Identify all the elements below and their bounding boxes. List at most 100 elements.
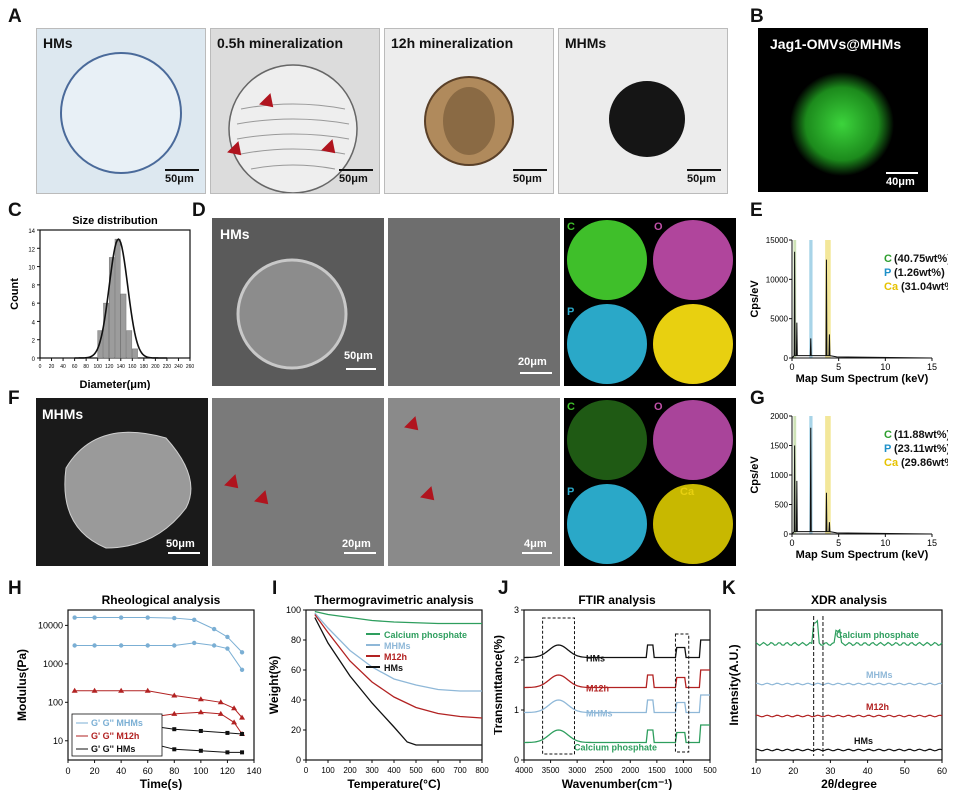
pattern-label: Calcium phosphate <box>836 630 919 640</box>
x-tick-label: 40 <box>116 766 126 776</box>
x-tick-label: 160 <box>128 364 137 370</box>
red-arrow-icon <box>224 474 244 494</box>
x-tick-label: 140 <box>117 364 126 370</box>
panel-letter-B: B <box>750 6 764 27</box>
y-tick-label: 2 <box>514 655 519 665</box>
x-tick-label: 80 <box>83 364 89 370</box>
x-tick-label: 100 <box>321 766 335 775</box>
fluorescent-microsphere <box>790 72 894 176</box>
legend-value: (29.86wt%) <box>901 457 948 469</box>
data-point <box>72 643 77 648</box>
data-point <box>92 615 97 620</box>
sem-mhms-overview: MHMs 50μm <box>36 398 208 566</box>
x-tick-label: 140 <box>246 766 261 776</box>
series-line <box>314 612 482 692</box>
scale-label: 40μm <box>886 176 915 188</box>
y-axis-label: Cps/eV <box>749 280 761 318</box>
data-point <box>231 719 238 725</box>
element-maps <box>567 400 733 564</box>
scale-bar <box>687 169 721 171</box>
x-tick-label: 180 <box>140 364 149 370</box>
data-point <box>198 728 203 733</box>
x-tick-label: 2000 <box>621 766 639 775</box>
data-point <box>239 667 245 673</box>
y-tick-label: 14 <box>28 229 35 235</box>
panel-letter-A: A <box>8 6 22 27</box>
data-point <box>171 710 178 716</box>
xrd-analysis-chart: XDR analysis 2θ/degree Intensity(A.U.) 10 20… <box>727 593 947 790</box>
chart-title: FTIR analysis <box>578 593 656 607</box>
data-point <box>192 617 197 622</box>
y-tick-label: 8 <box>32 284 36 290</box>
y-axis-label: Transmittance(%) <box>494 635 505 735</box>
legend-element: Ca <box>884 281 899 293</box>
legend-label: M12h <box>384 652 407 662</box>
pattern-label: M12h <box>866 702 889 712</box>
data-point <box>217 699 224 705</box>
chart-title: XDR analysis <box>811 593 887 607</box>
eds-maps-mhms: C O P Ca <box>564 398 736 566</box>
histogram-bar <box>108 257 115 359</box>
x-tick-label: 100 <box>193 766 208 776</box>
data-point <box>172 643 177 648</box>
x-tick-label: 10 <box>751 766 761 776</box>
spectrum-label: Calcium phosphate <box>574 743 657 753</box>
micrograph-0.5h: 0.5h mineralization 50μm <box>210 28 380 194</box>
panel-letter-H: H <box>8 578 22 599</box>
scale-bar <box>513 169 547 171</box>
y-tick-label: 3 <box>514 605 519 615</box>
element-label-p: P <box>567 306 575 318</box>
y-tick-label: 0 <box>784 354 789 363</box>
series-line <box>74 617 243 653</box>
x-tick-label: 800 <box>475 766 489 775</box>
data-point <box>145 643 150 648</box>
legend-value: (11.88wt%) <box>894 429 948 441</box>
spectrum-label: M12h <box>586 684 609 694</box>
scale-bar <box>344 552 376 554</box>
panel-letter-J: J <box>498 578 509 599</box>
spectrum-line <box>523 639 710 659</box>
panel-letter-F: F <box>8 388 20 409</box>
y-tick-label: 0 <box>32 357 36 363</box>
y-axis-label: Intensity(A.U.) <box>727 644 741 725</box>
x-tick-label: 15 <box>927 538 937 548</box>
x-tick-label: 40 <box>60 364 66 370</box>
spectrum-line <box>523 694 710 714</box>
histogram-bar <box>103 302 109 359</box>
scale-bar <box>886 172 918 174</box>
plot-frame <box>755 609 943 761</box>
x-tick-label: 20 <box>90 766 100 776</box>
data-point <box>240 731 245 736</box>
data-point <box>225 634 230 640</box>
x-tick-label: 10 <box>880 362 890 372</box>
spectrum-line <box>523 669 710 689</box>
element-label-c: C <box>567 401 575 413</box>
y-tick-label: 1500 <box>770 442 788 451</box>
pattern-line <box>755 619 943 647</box>
data-point <box>240 750 245 755</box>
thermogravimetric-analysis-chart: Thermogravimetric analysis Temperature(°C… <box>267 593 489 790</box>
pattern-line <box>755 682 943 686</box>
sem-hms-overview: HMs 50μm <box>212 218 384 386</box>
chart-title: Thermogravimetric analysis <box>314 593 474 607</box>
data-point <box>239 714 246 720</box>
y-tick-label: 0 <box>296 755 301 765</box>
scale-bar <box>520 372 552 374</box>
element-label-o: O <box>654 221 663 233</box>
legend-element: P <box>884 443 891 455</box>
scale-label: 50μm <box>339 173 368 185</box>
element-label-o: O <box>654 401 663 413</box>
data-point <box>197 696 204 702</box>
element-highlight-band <box>809 240 813 358</box>
x-tick-label: 20 <box>788 766 798 776</box>
sem-microsphere <box>236 258 348 370</box>
spectrum-line <box>791 427 933 535</box>
data-point <box>217 710 224 716</box>
spectrum-label: HMs <box>586 654 605 664</box>
red-arrow-icon <box>404 416 424 436</box>
scale-bar <box>168 552 200 554</box>
data-point <box>118 615 124 620</box>
y-tick-label: 4 <box>32 320 36 326</box>
x-tick-label: 0 <box>39 364 42 370</box>
y-tick-label: 80 <box>291 635 301 645</box>
